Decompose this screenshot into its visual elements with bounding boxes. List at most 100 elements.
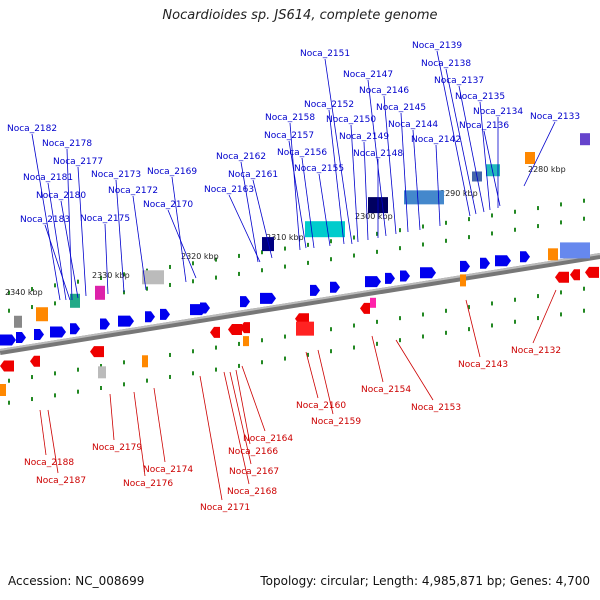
plus-label-leader bbox=[60, 200, 79, 299]
plus-label-leader bbox=[328, 109, 345, 245]
tick-mark bbox=[100, 386, 102, 390]
tick-mark bbox=[468, 235, 470, 240]
tick-mark bbox=[31, 287, 33, 292]
plus-gene-label: Noca_2149 bbox=[339, 132, 389, 142]
tick-mark bbox=[169, 282, 171, 287]
plus-gene-label: Noca_2145 bbox=[376, 103, 426, 113]
tick-mark bbox=[307, 260, 309, 265]
minus-gene-label: Noca_2160 bbox=[296, 401, 346, 411]
minus-gene-label: Noca_2179 bbox=[92, 443, 142, 453]
tick-mark bbox=[376, 319, 378, 324]
plus-gene-label: Noca_2134 bbox=[473, 107, 523, 117]
plus-label-leader bbox=[252, 179, 273, 259]
plus-gene-label: Noca_2156 bbox=[277, 148, 327, 158]
minus-feature-box bbox=[142, 355, 148, 368]
plus-gene-label: Noca_2136 bbox=[459, 121, 509, 131]
tick-mark bbox=[468, 327, 470, 332]
tick-mark bbox=[399, 338, 401, 343]
tick-mark bbox=[468, 217, 470, 222]
tick-mark bbox=[123, 360, 125, 365]
minus-feature-box bbox=[560, 242, 590, 259]
minus-feature-box bbox=[98, 366, 106, 379]
tick-mark bbox=[330, 349, 332, 354]
scale-label: 2310 kbp bbox=[266, 233, 304, 242]
minus-feature-box bbox=[548, 248, 558, 261]
minus-label-leader bbox=[235, 369, 251, 445]
plus-label-leader bbox=[77, 166, 87, 297]
plus-label-leader bbox=[66, 148, 73, 301]
tick-mark bbox=[54, 301, 56, 306]
tick-mark bbox=[491, 323, 493, 328]
tick-mark bbox=[353, 345, 355, 350]
plus-label-leader bbox=[483, 130, 501, 207]
plus-label-leader bbox=[47, 182, 67, 301]
tick-mark bbox=[353, 323, 355, 328]
minus-label-leader bbox=[47, 409, 59, 474]
minus-label-leader bbox=[199, 375, 223, 501]
plus-label-leader bbox=[301, 157, 315, 249]
plus-gene-label: Noca_2172 bbox=[108, 186, 158, 196]
plus-gene-label: Noca_2144 bbox=[388, 120, 438, 130]
plus-gene-arrow bbox=[310, 284, 320, 296]
plus-gene-arrow bbox=[365, 276, 381, 288]
plus-label-leader bbox=[363, 141, 369, 241]
plus-gene-label: Noca_2180 bbox=[36, 191, 86, 201]
plus-gene-label: Noca_2170 bbox=[143, 200, 193, 210]
minus-gene-arrow bbox=[30, 355, 40, 367]
tick-mark bbox=[215, 367, 217, 372]
minus-gene-label: Noca_2187 bbox=[36, 476, 86, 486]
plus-label-leader bbox=[288, 140, 307, 249]
tick-mark bbox=[560, 202, 562, 207]
plus-gene-arrow bbox=[495, 255, 511, 267]
plus-label-leader bbox=[289, 122, 301, 251]
plus-label-leader bbox=[400, 112, 409, 233]
tick-mark bbox=[8, 290, 10, 295]
tick-mark bbox=[169, 264, 171, 269]
minus-label-leader bbox=[241, 365, 266, 432]
minus-label-leader bbox=[371, 335, 384, 383]
plus-label-leader bbox=[435, 144, 441, 227]
tick-mark bbox=[77, 389, 79, 394]
plus-gene-arrow bbox=[460, 260, 470, 272]
tick-mark bbox=[238, 363, 240, 368]
plus-label-leader bbox=[383, 95, 397, 235]
plus-label-leader bbox=[104, 223, 109, 295]
tick-mark bbox=[583, 198, 585, 203]
plus-gene-arrow bbox=[16, 331, 26, 343]
tick-mark bbox=[560, 290, 562, 295]
plus-gene-arrow bbox=[145, 311, 155, 323]
tick-mark bbox=[491, 231, 493, 236]
tick-mark bbox=[399, 228, 401, 233]
plus-gene-label: Noca_2151 bbox=[300, 49, 350, 59]
minus-gene-label: Noca_2166 bbox=[228, 447, 278, 457]
plus-feature-box bbox=[305, 221, 345, 238]
minus-gene-arrow bbox=[360, 302, 370, 314]
tick-mark bbox=[376, 231, 378, 236]
plus-gene-arrow bbox=[70, 323, 80, 335]
plus-feature-box bbox=[486, 164, 500, 177]
tick-mark bbox=[330, 239, 332, 244]
plus-label-leader bbox=[523, 121, 556, 187]
plus-label-leader bbox=[318, 173, 331, 247]
plus-gene-arrow bbox=[420, 267, 436, 279]
tick-mark bbox=[514, 209, 516, 214]
plus-gene-arrow bbox=[160, 308, 170, 320]
topology-text: Topology: circular; Length: 4,985,871 bp… bbox=[260, 574, 590, 588]
tick-mark bbox=[238, 271, 240, 276]
tick-mark bbox=[514, 319, 516, 324]
tick-mark bbox=[399, 316, 401, 321]
tick-mark bbox=[77, 367, 79, 372]
minus-gene-arrow bbox=[0, 360, 14, 372]
tick-mark bbox=[8, 378, 10, 383]
tick-mark bbox=[192, 279, 194, 284]
minus-gene-arrow bbox=[555, 271, 569, 283]
minus-gene-label: Noca_2176 bbox=[123, 479, 173, 489]
tick-mark bbox=[330, 257, 332, 262]
tick-mark bbox=[54, 393, 56, 398]
minus-gene-label: Noca_2171 bbox=[200, 503, 250, 513]
plus-gene-label: Noca_2152 bbox=[304, 100, 354, 110]
tick-mark bbox=[215, 257, 217, 262]
plus-gene-label: Noca_2139 bbox=[412, 41, 462, 51]
plus-gene-arrow bbox=[200, 302, 210, 314]
